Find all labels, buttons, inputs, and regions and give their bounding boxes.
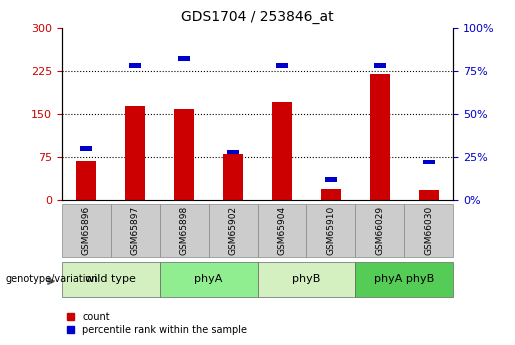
- Bar: [125, 106, 145, 200]
- Bar: [404, 204, 453, 257]
- Text: GSM65910: GSM65910: [327, 206, 335, 255]
- Bar: [374, 63, 386, 68]
- Legend: count, percentile rank within the sample: count, percentile rank within the sample: [66, 312, 247, 335]
- Bar: [355, 204, 404, 257]
- Bar: [423, 160, 435, 165]
- Bar: [209, 204, 258, 257]
- Text: phyA phyB: phyA phyB: [374, 275, 434, 284]
- Bar: [306, 204, 355, 257]
- Text: GSM66030: GSM66030: [424, 206, 433, 255]
- Bar: [80, 146, 92, 151]
- Bar: [325, 177, 337, 182]
- Bar: [227, 149, 239, 154]
- Bar: [370, 73, 389, 200]
- Bar: [62, 204, 111, 257]
- Bar: [258, 262, 355, 297]
- Bar: [321, 189, 340, 200]
- Bar: [62, 262, 160, 297]
- Text: GSM65904: GSM65904: [278, 206, 286, 255]
- Bar: [160, 204, 209, 257]
- Bar: [258, 204, 306, 257]
- Bar: [76, 161, 96, 200]
- Bar: [174, 109, 194, 200]
- Text: wild type: wild type: [85, 275, 136, 284]
- Bar: [129, 63, 141, 68]
- Bar: [355, 262, 453, 297]
- Text: GSM65896: GSM65896: [82, 206, 91, 255]
- Bar: [276, 63, 288, 68]
- Bar: [111, 204, 160, 257]
- Bar: [178, 56, 190, 61]
- Title: GDS1704 / 253846_at: GDS1704 / 253846_at: [181, 10, 334, 24]
- Text: genotype/variation: genotype/variation: [5, 275, 98, 284]
- Text: phyA: phyA: [194, 275, 223, 284]
- Text: GSM65902: GSM65902: [229, 206, 237, 255]
- Bar: [223, 154, 243, 200]
- Text: GSM65898: GSM65898: [180, 206, 188, 255]
- Text: phyB: phyB: [292, 275, 321, 284]
- Bar: [419, 190, 438, 200]
- Text: GSM65897: GSM65897: [131, 206, 140, 255]
- Bar: [160, 262, 258, 297]
- Bar: [272, 102, 291, 200]
- Text: GSM66029: GSM66029: [375, 206, 384, 255]
